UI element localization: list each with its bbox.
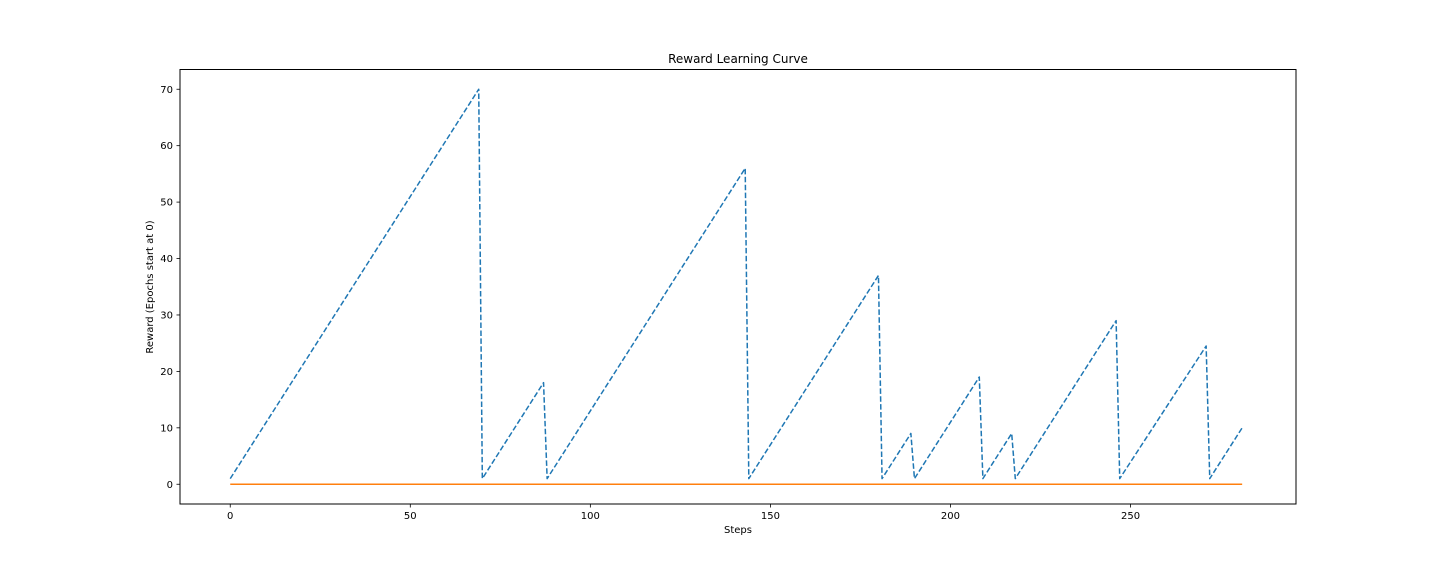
x-axis-ticks: 0 50 100 150 200 250	[227, 504, 1140, 522]
y-tick-label: 40	[160, 254, 173, 265]
y-tick-label: 30	[160, 310, 173, 321]
y-tick-label: 10	[160, 423, 173, 434]
x-tick-label: 50	[404, 511, 417, 522]
x-tick-label: 0	[227, 511, 233, 522]
y-axis-label: Reward (Epochs start at 0)	[145, 220, 156, 353]
x-tick-label: 150	[761, 511, 780, 522]
series-line-1	[229, 88, 1243, 480]
y-tick-label: 20	[160, 367, 173, 378]
series-layer	[229, 88, 1243, 485]
x-tick-label: 250	[1121, 511, 1140, 522]
x-axis-label: Steps	[724, 525, 752, 536]
y-axis-ticks: 0 10 20 30 40 50 60 70	[160, 85, 180, 491]
y-tick-label: 50	[160, 198, 173, 209]
y-tick-label: 0	[167, 480, 173, 491]
y-tick-label: 60	[160, 141, 173, 152]
x-tick-label: 100	[581, 511, 600, 522]
x-tick-label: 200	[941, 511, 960, 522]
y-tick-label: 70	[160, 85, 173, 96]
chart-title: Reward Learning Curve	[668, 52, 808, 66]
plot-frame	[179, 69, 1297, 505]
